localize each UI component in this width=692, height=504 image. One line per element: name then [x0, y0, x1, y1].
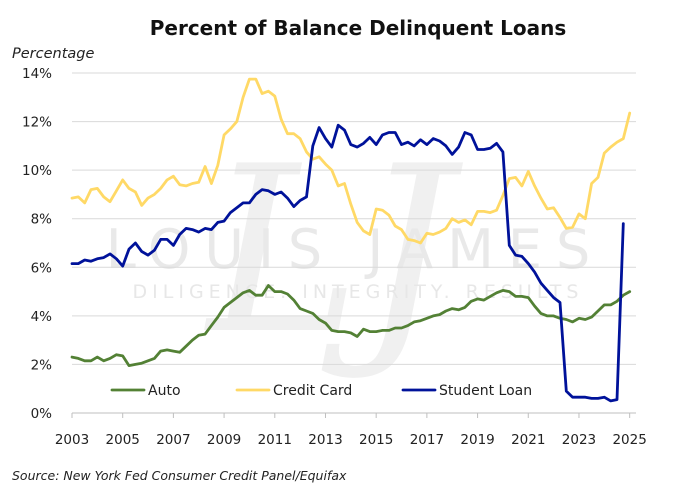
series-line-student-loan: [70, 123, 625, 403]
gridlines: [72, 72, 636, 414]
legend-label-credit-card: Credit Card: [273, 383, 352, 399]
watermark-tagline: DILIGENCE. INTEGRITY. RESULTS: [133, 281, 584, 303]
x-tick-label: 2011: [258, 432, 292, 448]
series-line-auto: [70, 284, 632, 367]
legend-label-auto: Auto: [148, 383, 181, 399]
x-axis-ticks: 2003 2005 2007 2009 2011 2013 2015 2017 2019 2021…: [55, 413, 647, 448]
chart-title: Percent of Balance Delinquent Loans: [150, 16, 567, 40]
y-tick-label: 14%: [22, 66, 52, 82]
y-tick-label: 6%: [31, 260, 53, 276]
series-line-credit-card: [70, 77, 632, 245]
legend: Auto Credit Card Student Loan: [110, 383, 532, 399]
y-tick-label: 4%: [31, 309, 53, 325]
y-tick-label: 0%: [31, 406, 53, 422]
source-note: Source: New York Fed Consumer Credit Pan…: [12, 468, 347, 483]
x-tick-label: 2021: [511, 432, 545, 448]
watermark-brand: LOUIS JAMES: [106, 218, 604, 281]
x-tick-label: 2025: [612, 432, 646, 448]
x-tick-label: 2019: [460, 432, 494, 448]
y-tick-label: 8%: [31, 212, 53, 228]
x-tick-label: 2009: [207, 432, 241, 448]
y-axis-ticks: 0% 2% 4% 6% 8% 10% 12% 14%: [22, 66, 52, 422]
y-axis-label: Percentage: [12, 46, 94, 62]
watermark-monogram: LJ: [204, 118, 464, 385]
y-tick-label: 10%: [22, 163, 52, 179]
x-tick-label: 2017: [410, 432, 444, 448]
x-tick-label: 2007: [156, 432, 190, 448]
x-tick-label: 2023: [562, 432, 596, 448]
y-tick-label: 12%: [22, 115, 52, 131]
legend-label-student-loan: Student Loan: [439, 383, 532, 399]
x-tick-label: 2005: [106, 432, 140, 448]
x-tick-label: 2003: [55, 432, 89, 448]
series-lines: [70, 77, 632, 403]
y-tick-label: 2%: [31, 357, 53, 373]
watermark: LJ LOUIS JAMES DILIGENCE. INTEGRITY. RES…: [106, 118, 604, 385]
x-tick-label: 2013: [308, 432, 342, 448]
x-tick-label: 2015: [359, 432, 393, 448]
